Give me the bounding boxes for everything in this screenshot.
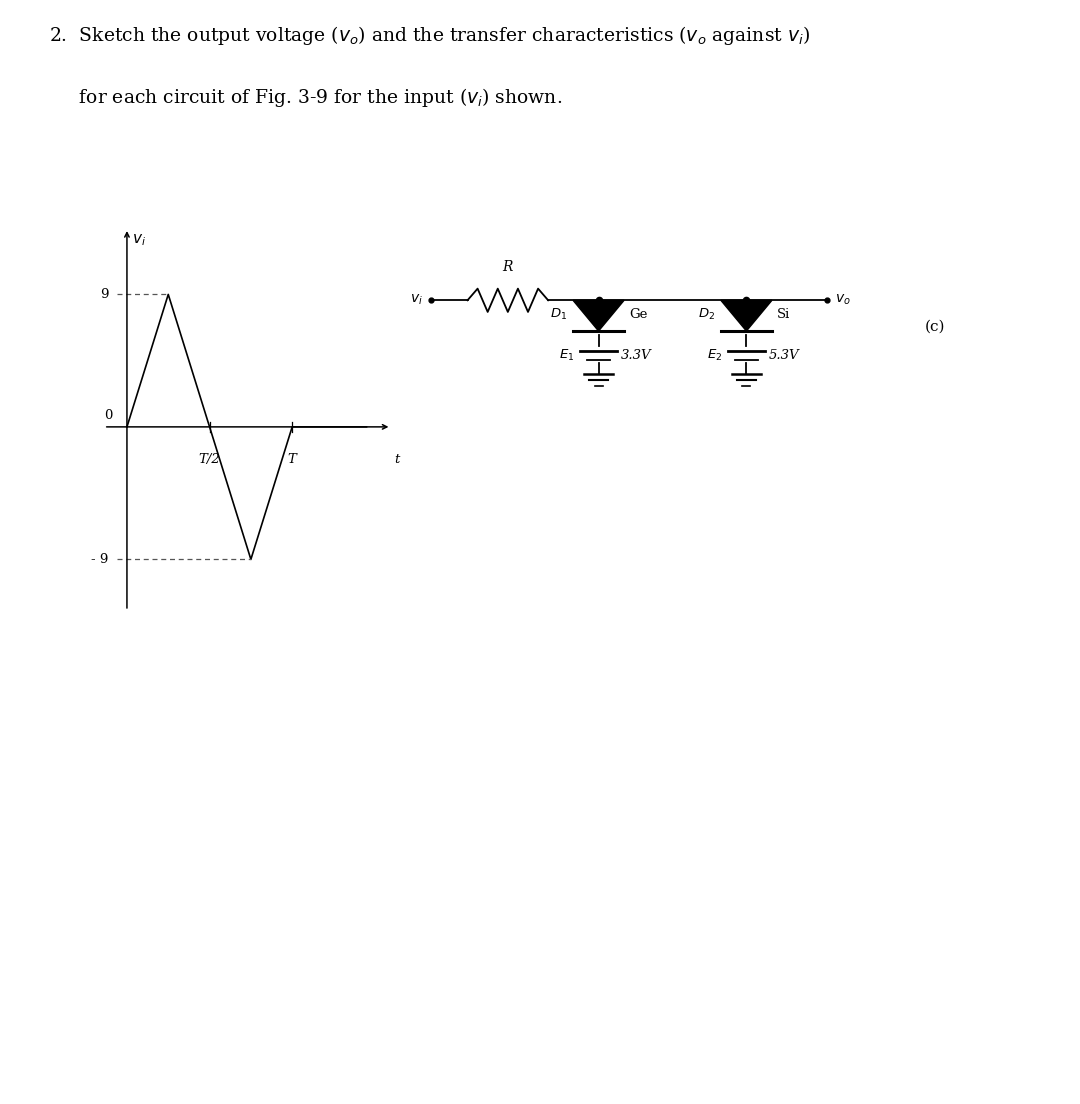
Text: $v_i$: $v_i$ — [132, 233, 146, 248]
Text: T/2: T/2 — [199, 454, 220, 466]
Text: $v_i$: $v_i$ — [409, 293, 422, 308]
Text: Ge: Ge — [630, 308, 648, 320]
Text: for each circuit of Fig. 3-9 for the input ($v_i$) shown.: for each circuit of Fig. 3-9 for the inp… — [49, 86, 562, 109]
Polygon shape — [720, 300, 772, 331]
Text: Si: Si — [778, 308, 791, 320]
Text: 2.  Sketch the output voltage ($v_o$) and the transfer characteristics ($v_o$ ag: 2. Sketch the output voltage ($v_o$) and… — [49, 24, 810, 46]
Text: (c): (c) — [924, 320, 945, 333]
Text: 9: 9 — [100, 288, 109, 301]
Polygon shape — [573, 300, 624, 331]
Text: T: T — [287, 454, 297, 466]
Text: t: t — [394, 454, 400, 466]
Text: $D_1$: $D_1$ — [551, 307, 568, 321]
Text: 3.3V: 3.3V — [621, 349, 651, 362]
Text: $E_1$: $E_1$ — [559, 348, 575, 363]
Text: $E_2$: $E_2$ — [707, 348, 723, 363]
Text: $D_2$: $D_2$ — [699, 307, 715, 321]
Text: 5.3V: 5.3V — [769, 349, 799, 362]
Text: 0: 0 — [104, 408, 112, 422]
Text: $v_o$: $v_o$ — [835, 293, 851, 308]
Text: R: R — [502, 259, 513, 274]
Text: - 9: - 9 — [92, 553, 109, 566]
